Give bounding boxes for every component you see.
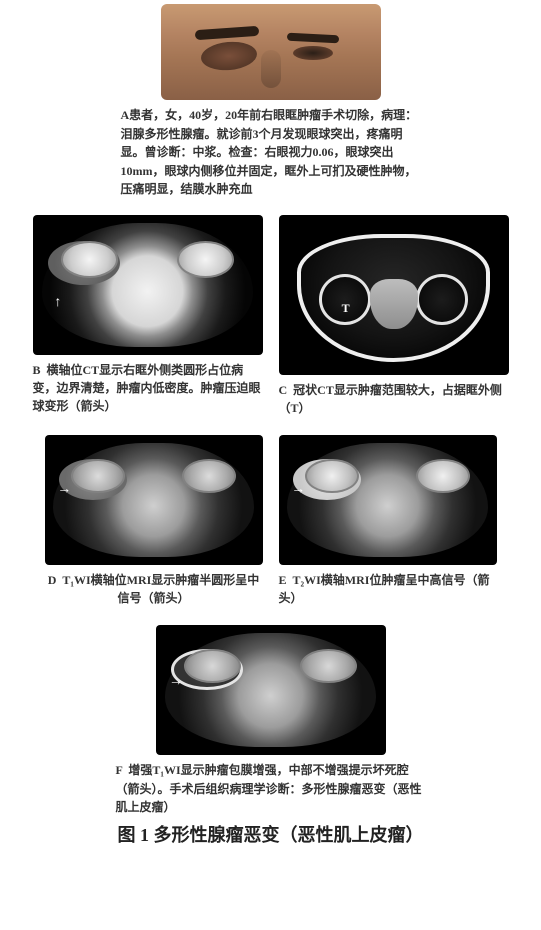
scan-body: →: [156, 625, 386, 755]
panel-c-label: C: [279, 383, 288, 397]
orbit-left: [305, 459, 359, 493]
orbit-left: [71, 459, 125, 493]
panel-e-label: E: [279, 573, 287, 587]
scan-head-transverse: →: [165, 633, 377, 747]
panel-a-caption: A患者，女，40岁，20年前右眼眶肿瘤手术切除，病理：泪腺多形性腺瘤。就诊前3个…: [121, 106, 421, 199]
panel-b-text: 横轴位CT显示右眶外侧类圆形占位病变，边界清楚，肿瘤内低密度。肿瘤压迫眼球变形（…: [33, 363, 261, 413]
figure-title-text: 多形性腺瘤恶变（恶性肌上皮瘤）: [154, 825, 424, 845]
panel-f: → F 增强T₁WI显示肿瘤包膜增强，中部不增强提示坏死腔（箭头）。手术后组织病…: [4, 625, 537, 817]
photo-nose: [261, 50, 281, 88]
coronal-orbit-right: [416, 274, 468, 324]
t-marker: T: [342, 301, 350, 316]
row-bc: ↑ B 横轴位CT显示右眶外侧类圆形占位病变，边界清楚，肿瘤内低密度。肿瘤压迫眼…: [4, 215, 537, 417]
panel-e: → E T₂WI横轴MRI位肿瘤呈中高信号（箭头）: [279, 435, 497, 607]
panel-c-caption: C 冠状CT显示肿瘤范围较大，占据眶外侧（T）: [279, 381, 509, 417]
mri-enhanced-scan: →: [156, 625, 386, 755]
panel-d-caption: D T₁WI横轴位MRI显示肿瘤半圆形呈中信号（箭头）: [45, 571, 263, 607]
figure-number: 图 1: [118, 825, 150, 845]
coronal-sinus: [369, 279, 417, 329]
scan-head-transverse: →: [287, 443, 488, 557]
panel-a: A患者，女，40岁，20年前右眼眶肿瘤手术切除，病理：泪腺多形性腺瘤。就诊前3个…: [4, 4, 537, 199]
orbit-right: [300, 649, 357, 683]
figure-title: 图 1 多形性腺瘤恶变（恶性肌上皮瘤）: [4, 821, 537, 847]
panel-f-caption: F 增强T₁WI显示肿瘤包膜增强，中部不增强提示坏死腔（箭头）。手术后组织病理学…: [116, 761, 426, 817]
photo-swollen-eye: [199, 40, 257, 73]
panel-f-text: 增强T₁WI显示肿瘤包膜增强，中部不增强提示坏死腔（箭头）。手术后组织病理学诊断…: [116, 763, 422, 814]
arrow-icon: →: [169, 674, 183, 690]
arrow-icon: ↑: [54, 295, 61, 311]
orbit-left: [184, 649, 241, 683]
panel-d: → D T₁WI横轴位MRI显示肿瘤半圆形呈中信号（箭头）: [45, 435, 263, 607]
row-de: → D T₁WI横轴位MRI显示肿瘤半圆形呈中信号（箭头） → E T₂WI横轴…: [4, 435, 537, 607]
panel-c: T C 冠状CT显示肿瘤范围较大，占据眶外侧（T）: [279, 215, 509, 417]
panel-b: ↑ B 横轴位CT显示右眶外侧类圆形占位病变，边界清楚，肿瘤内低密度。肿瘤压迫眼…: [33, 215, 263, 417]
photo-brow-right: [286, 33, 338, 44]
scan-body: →: [45, 435, 263, 565]
orbit-right: [182, 459, 236, 493]
panel-c-text: 冠状CT显示肿瘤范围较大，占据眶外侧（T）: [279, 383, 502, 415]
arrow-icon: →: [57, 482, 71, 498]
panel-b-caption: B 横轴位CT显示右眶外侧类圆形占位病变，边界清楚，肿瘤内低密度。肿瘤压迫眼球变…: [33, 361, 263, 415]
scan-body: →: [279, 435, 497, 565]
photo-normal-eye: [293, 46, 333, 60]
mri-t2-scan: →: [279, 435, 497, 565]
scan-head-transverse: →: [53, 443, 254, 557]
panel-e-caption: E T₂WI横轴MRI位肿瘤呈中高信号（箭头）: [279, 571, 497, 607]
photo-brow-left: [194, 26, 259, 40]
orbit-left: [61, 241, 118, 278]
mri-t1-scan: →: [45, 435, 263, 565]
panel-d-label: D: [48, 573, 57, 587]
coronal-orbit-left: [319, 274, 371, 324]
scan-body: ↑: [33, 215, 263, 355]
ct-axial-scan: ↑: [33, 215, 263, 355]
panel-f-label: F: [116, 763, 123, 777]
panel-e-text: T₂WI横轴MRI位肿瘤呈中高信号（箭头）: [279, 573, 490, 605]
ct-coronal-scan: T: [279, 215, 509, 375]
orbit-right: [177, 241, 234, 278]
coronal-skull: T: [297, 234, 490, 362]
arrow-icon: →: [291, 482, 305, 498]
clinical-photo: [161, 4, 381, 100]
panel-d-text: T₁WI横轴位MRI显示肿瘤半圆形呈中信号（箭头）: [62, 573, 259, 605]
scan-head-transverse: ↑: [42, 223, 254, 346]
panel-b-label: B: [33, 363, 41, 377]
orbit-right: [416, 459, 470, 493]
